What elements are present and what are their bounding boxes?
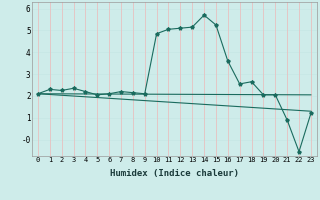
X-axis label: Humidex (Indice chaleur): Humidex (Indice chaleur)	[110, 169, 239, 178]
